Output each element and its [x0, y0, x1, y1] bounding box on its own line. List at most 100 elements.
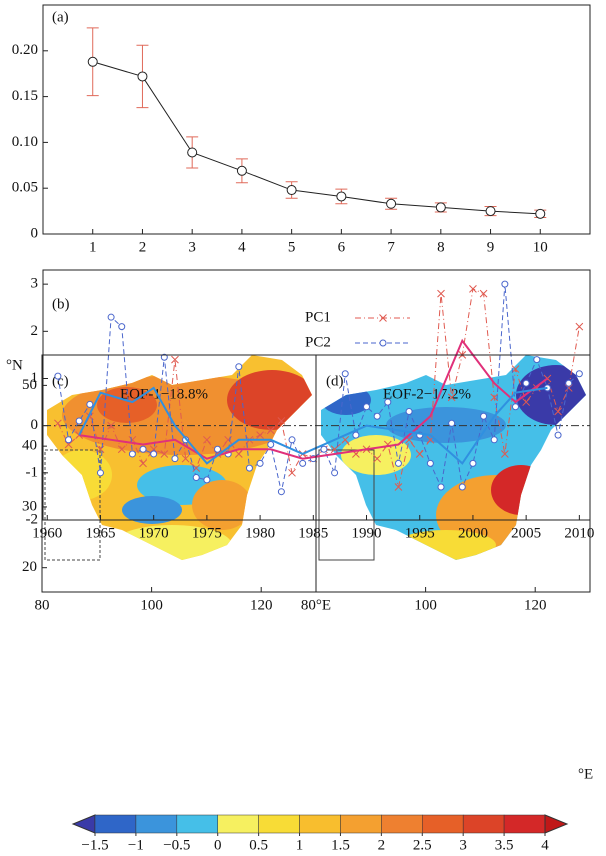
colorbar-end [544, 814, 569, 834]
marker [288, 436, 296, 444]
colorbar-segment [462, 814, 505, 834]
marker [394, 459, 402, 467]
colorbar-segment [258, 814, 300, 834]
marker [277, 417, 286, 425]
marker [245, 464, 253, 472]
marker [160, 450, 169, 458]
point [236, 165, 247, 176]
marker [533, 356, 541, 364]
x-tick-label: 1990 [352, 525, 382, 541]
marker [118, 323, 126, 331]
y-tick-label: 1 [31, 370, 39, 386]
colorbar-segment [299, 814, 341, 834]
marker [214, 445, 222, 453]
colorbar-segment [176, 814, 218, 834]
x-tick-label: 2005 [511, 525, 541, 541]
map-label: EOF-1−18.8% [120, 386, 208, 402]
y-tick-label: 50 [22, 377, 37, 393]
colorbar-end [71, 814, 96, 834]
marker [192, 464, 201, 472]
point [386, 198, 397, 209]
marker [479, 289, 488, 298]
marker [469, 459, 477, 467]
marker [256, 431, 264, 439]
marker [437, 289, 445, 298]
marker [86, 400, 94, 408]
x-tick-label: 6 [338, 239, 346, 255]
marker [373, 412, 381, 420]
y-tick-label: 0.15 [12, 88, 38, 104]
marker [107, 421, 115, 430]
panel-title: (b) [52, 296, 70, 312]
marker [139, 459, 147, 468]
marker [565, 379, 573, 387]
colorbar-label: 1 [296, 837, 304, 853]
marker [107, 313, 115, 321]
x-tick-label: 1975 [192, 525, 222, 541]
marker [554, 407, 562, 416]
marker [379, 314, 387, 322]
marker [341, 435, 350, 444]
panel-title: (a) [52, 9, 69, 25]
x-tick-label: 120 [250, 597, 273, 613]
marker [469, 285, 477, 293]
y-tick-label: 0 [31, 417, 39, 433]
y-tick-label: 0.05 [12, 180, 38, 196]
x-tick-label: 100 [140, 597, 163, 613]
marker [352, 431, 360, 439]
axis-unit: °E [578, 766, 593, 782]
y-tick-label: 3 [31, 276, 39, 292]
colorbar-label: 1.5 [331, 837, 350, 853]
x-tick-label: 7 [387, 239, 395, 255]
colorbar-segment [503, 814, 546, 834]
marker [171, 355, 179, 364]
marker [379, 339, 387, 347]
marker [522, 379, 530, 387]
point [535, 208, 546, 219]
marker [512, 403, 520, 411]
marker [150, 450, 158, 458]
x-tick-label: 2000 [458, 525, 488, 541]
x-tick-label: 1980 [245, 525, 275, 541]
colorbar-label: 0 [214, 837, 222, 853]
marker [341, 370, 349, 378]
marker [522, 398, 531, 406]
y-tick-label: 0.10 [12, 134, 38, 150]
marker [458, 483, 466, 491]
y-tick-label: 2 [31, 323, 39, 339]
marker [181, 454, 190, 463]
x-tick-label: 1960 [32, 525, 62, 541]
marker [54, 372, 62, 380]
x-tick-label: 120 [524, 597, 547, 613]
marker [331, 469, 339, 477]
marker [415, 450, 424, 458]
marker [160, 353, 168, 361]
marker [363, 403, 371, 411]
line [92, 61, 541, 215]
marker [192, 474, 200, 482]
marker [554, 431, 562, 439]
marker [501, 450, 509, 458]
point [87, 56, 98, 67]
colorbar-label: 3.5 [495, 837, 514, 853]
marker [234, 450, 243, 458]
marker [448, 419, 456, 427]
x-tick-label: 2010 [564, 525, 594, 541]
colorbar-segment [340, 814, 382, 834]
marker [299, 459, 307, 467]
marker [447, 393, 456, 402]
legend-label: PC1 [305, 309, 331, 325]
marker [490, 436, 498, 444]
map-frame [315, 354, 591, 593]
x-tick-label: 4 [238, 239, 246, 255]
colorbar-segment [94, 814, 137, 834]
marker [256, 459, 264, 467]
x-tick-label: 80°E [301, 597, 331, 613]
marker [266, 426, 275, 435]
point [435, 202, 446, 213]
colorbar-segment [135, 814, 178, 834]
marker [96, 445, 105, 454]
marker [394, 483, 403, 491]
x-tick-label: 5 [288, 239, 296, 255]
marker [575, 370, 583, 378]
